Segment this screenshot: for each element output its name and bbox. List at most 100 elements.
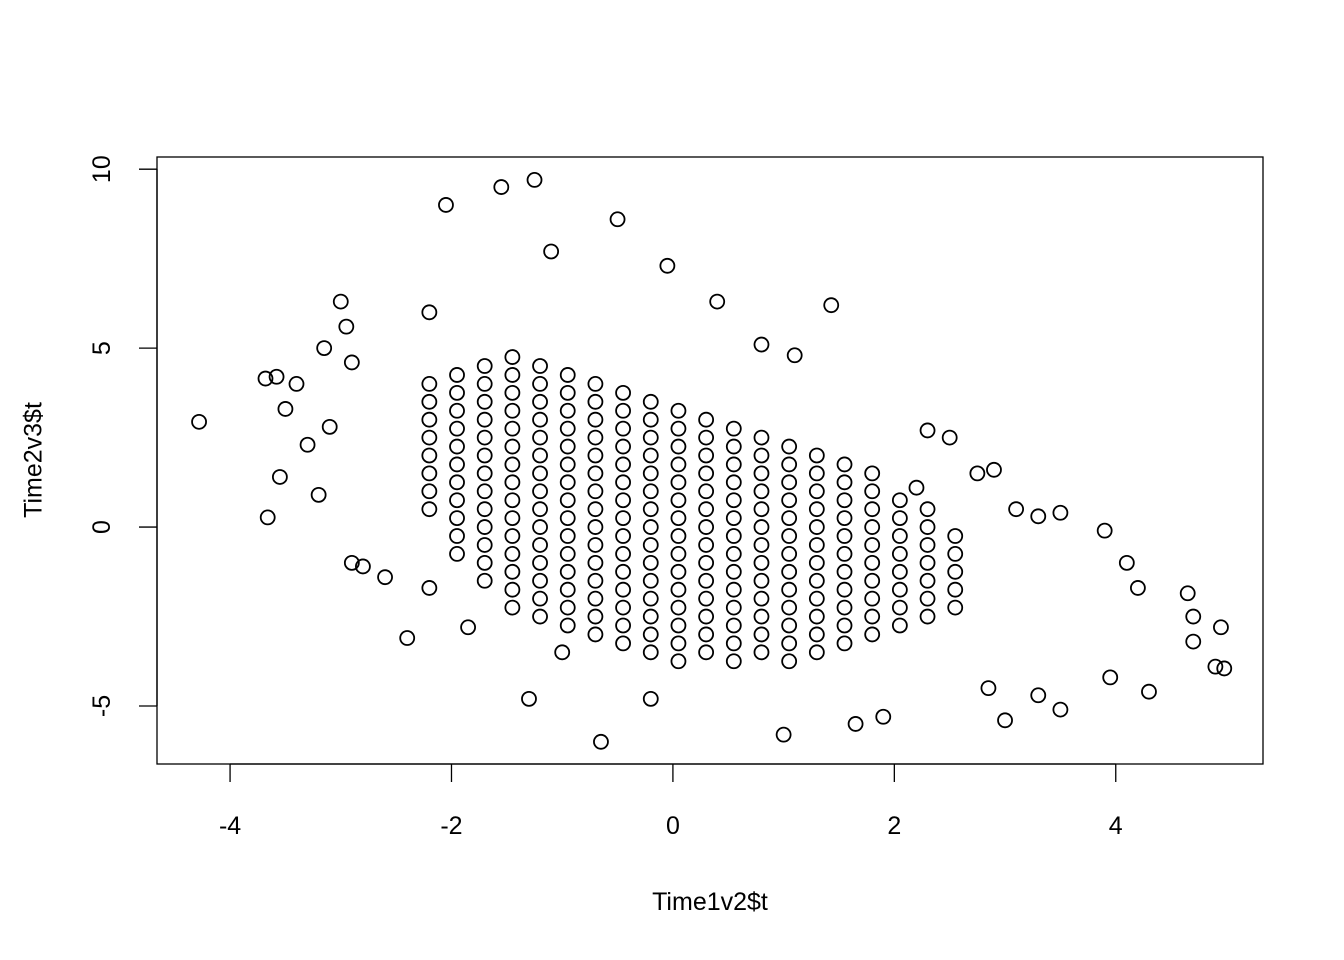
point [449,492,465,509]
point [908,479,925,496]
point [559,617,576,634]
point [864,465,881,482]
point [559,456,576,473]
point [670,599,687,616]
point [521,690,537,707]
point [753,336,770,353]
point [864,483,881,500]
point [725,420,742,437]
point [891,546,908,562]
point [808,572,825,589]
point [587,411,604,428]
point [698,626,715,643]
point [587,519,604,535]
point [559,492,576,509]
point [476,537,493,553]
point [836,599,853,616]
point [670,581,687,598]
point [532,608,548,625]
point [1185,633,1202,650]
point [559,510,576,527]
point [504,402,521,419]
point [670,474,687,491]
point [864,608,881,625]
x-tick-label: 4 [1109,812,1123,840]
point [504,528,521,544]
point [559,599,576,616]
point [725,617,742,634]
point [725,599,742,616]
point [476,519,493,535]
point [947,563,964,580]
point [1030,687,1047,704]
point [559,528,576,544]
point [310,486,327,503]
point [271,469,288,485]
point [642,626,659,643]
point [476,411,493,428]
point [532,572,548,589]
point [399,630,416,646]
point [421,580,438,596]
point [559,474,576,491]
point [808,608,825,625]
point [532,376,548,392]
point [593,733,609,750]
point [670,438,687,455]
point [1052,701,1069,718]
point [808,519,825,535]
point [615,563,631,580]
point [808,626,825,643]
point [864,590,881,607]
point [421,465,438,482]
y-tick-label: 0 [88,520,116,534]
point [891,492,908,509]
point [476,376,493,392]
point [421,376,438,392]
point [504,563,521,580]
point [615,402,631,419]
point [421,501,438,518]
point [1008,501,1025,518]
point [725,653,742,670]
point [919,590,936,607]
point [919,537,936,553]
point [277,401,294,417]
point [941,429,958,446]
point [698,608,715,625]
point [355,558,371,575]
point [808,644,825,661]
point [670,546,687,562]
point [808,465,825,482]
point [891,510,908,527]
point [449,438,465,455]
point [587,590,604,607]
point [753,519,770,535]
point [808,483,825,500]
point [316,340,333,357]
point [532,447,548,464]
point [753,590,770,607]
point [559,367,576,383]
point [476,483,493,500]
point [299,436,316,453]
point [1213,619,1229,636]
point [421,483,438,500]
point [781,599,798,616]
point [864,519,881,535]
point [476,554,493,571]
point [698,465,715,482]
point [615,617,631,634]
point [725,492,742,509]
point [725,635,742,652]
point [587,501,604,518]
point [725,563,742,580]
point [753,447,770,464]
point [919,608,936,625]
point [781,510,798,527]
point [559,563,576,580]
point [559,384,576,401]
point [642,644,659,661]
point [449,384,465,401]
